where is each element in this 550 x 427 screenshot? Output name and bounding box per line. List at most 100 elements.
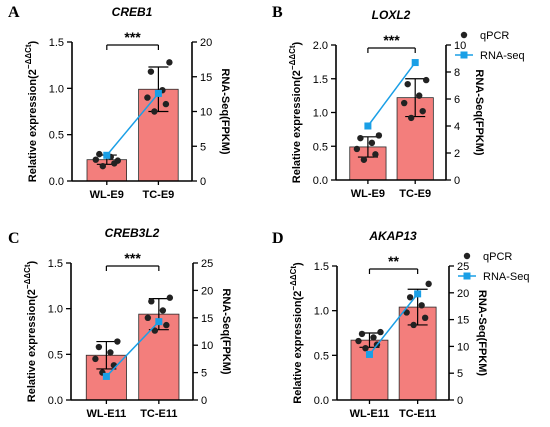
right-tick-label: 0 bbox=[454, 175, 460, 187]
qpcr-point bbox=[114, 338, 121, 345]
y-axis-title: Relative expression(2−ΔΔCt) bbox=[23, 260, 38, 402]
rnaseq-line bbox=[367, 62, 416, 127]
left-tick-label: 1.5 bbox=[314, 261, 329, 273]
y-axis-title-main: Relative expression(2 bbox=[292, 291, 304, 404]
qpcr-point bbox=[166, 294, 174, 301]
significance-label: *** bbox=[383, 32, 400, 48]
x-tick-label: WL-E9 bbox=[90, 189, 124, 201]
y-axis-title-main: Relative expression(2 bbox=[291, 70, 303, 183]
y2-axis-title: RNA-Seq(FPKM) bbox=[220, 288, 232, 374]
right-tick-label: 5 bbox=[200, 141, 206, 153]
qpcr-point bbox=[375, 132, 383, 139]
y-axis-title-sup: −ΔΔCt bbox=[288, 45, 297, 70]
panel-b: B LOXL2 0.0 0.5 1.0 1.5 2.0 0 2 4 6 8 10 WL-E9 TC-E9 Re… bbox=[272, 4, 525, 200]
y2-axis-title: RNA-Seq(FPKM) bbox=[473, 69, 485, 155]
qpcr-point bbox=[410, 321, 417, 329]
qpcr-point bbox=[408, 114, 415, 122]
gene-title: CREB3L2 bbox=[105, 226, 160, 240]
qpcr-point bbox=[147, 68, 155, 75]
gene-title: CREB1 bbox=[112, 5, 153, 19]
right-tick-label: 0 bbox=[457, 395, 463, 407]
left-tick-label: 0.5 bbox=[49, 130, 64, 142]
right-tick-label: 10 bbox=[457, 341, 469, 353]
panel-a: A CREB1 0.0 0.5 1.0 1.5 0 5 10 15 20 WL-E9 TC-E9 Rela… bbox=[8, 4, 231, 201]
qpcr-point bbox=[96, 150, 103, 158]
qpcr-point bbox=[148, 298, 155, 305]
right-tick-label: 15 bbox=[457, 315, 469, 327]
right-tick-label: 0 bbox=[201, 395, 207, 407]
rnaseq-point-wl-e11 bbox=[102, 372, 110, 380]
y-axis-title-end: ) bbox=[292, 262, 304, 266]
rnaseq-point-tc-e11 bbox=[414, 290, 422, 298]
gene-title: AKAP13 bbox=[368, 229, 417, 243]
y-axis-title-sup: −ΔΔCt bbox=[289, 266, 298, 291]
qpcr-point bbox=[166, 59, 173, 66]
rnaseq-point-tc-e11 bbox=[155, 318, 163, 326]
qpcr-point bbox=[92, 355, 99, 363]
y-axis-title-sup: −ΔΔCt bbox=[24, 44, 33, 69]
x-tick-label: TC-E11 bbox=[140, 408, 177, 420]
qpcr-point bbox=[370, 334, 377, 341]
gene-title: LOXL2 bbox=[372, 8, 411, 22]
qpcr-point bbox=[423, 76, 430, 84]
legend-qpcr-label: qPCR bbox=[483, 251, 512, 263]
panel-letter: A bbox=[8, 4, 20, 21]
right-tick-label: 5 bbox=[457, 368, 463, 380]
right-tick-label: 10 bbox=[200, 107, 212, 119]
x-tick-label: WL-E11 bbox=[87, 408, 127, 420]
qpcr-point bbox=[163, 321, 170, 329]
panel-c: C CREB3L2 0.0 0.5 1.0 1.5 0 5 10 15 20 25 WL-E11 TC-E… bbox=[8, 226, 232, 420]
rnaseq-point-tc-e9 bbox=[411, 59, 419, 67]
right-tick-label: 8 bbox=[454, 67, 460, 79]
right-tick-label: 25 bbox=[201, 258, 213, 270]
left-tick-label: 1.5 bbox=[313, 74, 328, 86]
left-tick-label: 0.0 bbox=[314, 395, 329, 407]
right-tick-label: 4 bbox=[454, 121, 460, 133]
x-tick-label: TC-E9 bbox=[143, 189, 175, 201]
left-tick-label: 1.0 bbox=[49, 83, 64, 95]
qpcr-point bbox=[151, 108, 158, 115]
right-tick-label: 10 bbox=[201, 340, 213, 352]
y2-axis-title: RNA-Seq(FPKM) bbox=[476, 290, 488, 376]
panel-letter: C bbox=[8, 230, 20, 247]
qpcr-point bbox=[360, 156, 368, 163]
qpcr-point bbox=[377, 328, 384, 336]
qpcr-point bbox=[99, 162, 107, 170]
right-tick-label: 20 bbox=[457, 288, 469, 300]
qpcr-point bbox=[421, 314, 429, 322]
rnaseq-point-wl-e11 bbox=[365, 350, 373, 358]
y-axis-title: Relative expression(2−ΔΔCt) bbox=[24, 40, 39, 182]
rnaseq-line bbox=[368, 293, 419, 355]
rnaseq-line bbox=[105, 321, 160, 377]
qpcr-point bbox=[425, 280, 432, 288]
qpcr-point bbox=[92, 156, 100, 163]
y-axis-title: Relative expression(2−ΔΔCt) bbox=[288, 41, 303, 183]
y-axis-title-main: Relative expression(2 bbox=[26, 289, 38, 402]
significance-label: *** bbox=[124, 250, 141, 266]
right-tick-label: 15 bbox=[200, 72, 212, 84]
left-tick-label: 0.0 bbox=[313, 175, 328, 187]
qpcr-point bbox=[353, 145, 361, 153]
qpcr-point bbox=[107, 349, 114, 356]
left-tick-label: 1.0 bbox=[314, 306, 329, 318]
bar-wl-e11 bbox=[350, 339, 389, 401]
y-axis-title-main: Relative expression(2 bbox=[27, 69, 39, 182]
right-tick-label: 5 bbox=[201, 368, 207, 380]
right-tick-label: 6 bbox=[454, 94, 460, 106]
qpcr-point bbox=[401, 99, 408, 107]
x-tick-label: TC-E9 bbox=[399, 188, 431, 200]
qpcr-point bbox=[144, 314, 152, 321]
qpcr-point bbox=[419, 107, 426, 115]
qpcr-point bbox=[358, 330, 366, 338]
y-axis-title: Relative expression(2−ΔΔCt) bbox=[289, 262, 304, 404]
right-tick-label: 0 bbox=[200, 176, 206, 188]
qpcr-point bbox=[95, 343, 103, 351]
qpcr-point bbox=[357, 134, 364, 142]
legend-rnaseq-label: RNA-seq bbox=[480, 50, 525, 62]
left-tick-label: 2.0 bbox=[313, 40, 328, 52]
rnaseq-line bbox=[106, 92, 159, 156]
legend-qpcr-marker bbox=[463, 252, 471, 260]
right-tick-label: 2 bbox=[454, 148, 460, 160]
legend-qpcr-marker bbox=[460, 31, 468, 39]
rnaseq-point-wl-e9 bbox=[103, 151, 111, 159]
